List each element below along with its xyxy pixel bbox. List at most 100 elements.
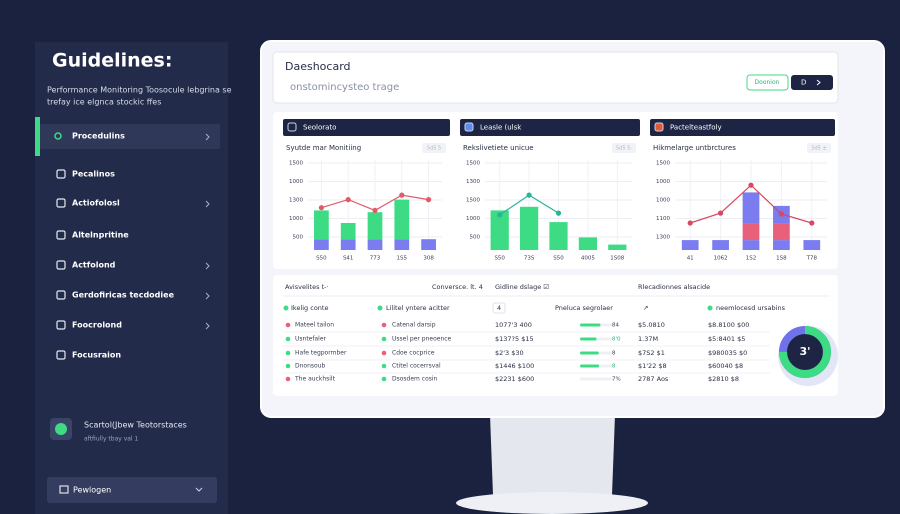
cell: 8'0	[612, 337, 621, 343]
column-header[interactable]: 4	[497, 304, 501, 312]
panel-badge	[422, 143, 446, 153]
column-box	[492, 302, 506, 314]
cell: Ctitel cocerrsval	[392, 363, 441, 370]
column-header[interactable]: Pneluca segrolaer	[555, 304, 613, 312]
x-label: T78	[806, 256, 818, 262]
line-point	[778, 211, 785, 217]
panel-tab[interactable]	[460, 119, 640, 136]
y-label: 1000	[656, 179, 670, 185]
panel-badge	[612, 143, 636, 153]
bar	[742, 240, 760, 250]
panel-badge-label: 5d5 ±	[811, 146, 826, 152]
y-label: 1500	[466, 161, 480, 167]
x-label: S41	[343, 256, 354, 262]
nav-item[interactable]: Gerdofiricas tecdodiee	[72, 291, 175, 300]
monitor-base	[456, 492, 648, 514]
panel-tab-label[interactable]: Leasle (ulsk	[480, 124, 522, 132]
nav-item[interactable]: Pecalinos	[72, 170, 115, 179]
header-button-label[interactable]: Doonion	[755, 79, 780, 86]
header-button[interactable]	[746, 74, 789, 91]
bar	[681, 240, 699, 250]
column-header[interactable]: ↗	[643, 304, 648, 312]
bar	[314, 210, 329, 240]
x-label: 73S	[524, 256, 535, 262]
bar	[394, 199, 410, 240]
section-title: Gidline dslage ☑	[495, 283, 549, 291]
status-dot	[285, 322, 291, 328]
cell: 8	[612, 351, 616, 357]
cell: $1446 $100	[495, 362, 534, 370]
nav-item[interactable]: Altelnpritine	[72, 231, 129, 240]
panel-title: Syutde mar Monitiing	[286, 144, 361, 152]
footer-icon	[59, 485, 69, 494]
item-icon	[56, 230, 66, 240]
item-icon	[56, 169, 66, 179]
cell: $60040 $8	[708, 362, 743, 370]
line-point	[497, 212, 503, 218]
panel-title: Rekslivetiete unicue	[463, 144, 534, 152]
y-label: 1300	[289, 198, 303, 204]
y-label: 500	[293, 235, 304, 241]
nav-item[interactable]: Foocrolond	[72, 321, 122, 330]
header-button-label[interactable]: D	[801, 79, 806, 87]
panel-tab-label[interactable]: Pactelteastfoly	[670, 124, 722, 132]
cell: $2810 $8	[708, 375, 739, 383]
status-dot	[707, 305, 713, 311]
status-dot	[285, 376, 291, 382]
header-subtitle: onstomincysteo trage	[290, 82, 399, 93]
column-header[interactable]: Ikelig conte	[291, 304, 328, 312]
progress-bar	[580, 364, 600, 368]
cell: $5.0810	[638, 321, 665, 329]
bar	[421, 239, 436, 250]
footer-button[interactable]	[47, 477, 217, 503]
header-card	[272, 51, 839, 104]
status-dot	[377, 305, 383, 311]
nav-item[interactable]: Actiofolosl	[72, 199, 120, 208]
bar	[712, 240, 729, 250]
bar	[367, 239, 383, 250]
line-point	[809, 220, 815, 226]
x-label: S50	[494, 256, 505, 262]
footer-button-label[interactable]: Pewlogen	[73, 486, 111, 495]
panel-tab[interactable]	[283, 119, 450, 136]
status-dot	[381, 363, 387, 369]
x-label: 1S8	[776, 256, 787, 262]
line-point	[526, 192, 532, 198]
sidebar-subtitle: trefay ice elgnca stockic ffes	[47, 98, 161, 107]
chevron	[205, 133, 210, 141]
column-header[interactable]: Lilitel yntere acitter	[386, 304, 450, 312]
active-item[interactable]	[40, 124, 220, 149]
header-button[interactable]	[791, 75, 833, 90]
card-icon-glyph	[55, 423, 67, 435]
y-label: 1500	[289, 161, 303, 167]
x-label: 308	[423, 256, 434, 262]
cell: $7S2 $1	[638, 349, 665, 357]
cell: Cdoe cocprice	[392, 350, 435, 357]
bar	[742, 192, 760, 224]
panel-tab[interactable]	[650, 119, 835, 136]
header-title: Daeshocard	[285, 60, 351, 73]
column-header[interactable]: neemlocesd ursabins	[716, 304, 786, 312]
item-icon	[56, 290, 66, 300]
cell: Catenal darsip	[392, 322, 436, 329]
nav-item[interactable]: Procedulins	[72, 132, 125, 141]
nav-item[interactable]: Focusraion	[72, 351, 121, 360]
y-label: 1500	[656, 161, 670, 167]
chevron	[205, 292, 210, 300]
panel-badge	[807, 143, 831, 153]
table-card	[273, 275, 838, 396]
nav-item[interactable]: Actfolond	[72, 261, 116, 270]
bar	[742, 223, 760, 241]
cell: $5:8401 $5	[708, 335, 745, 343]
tab-icon	[287, 122, 297, 132]
progress-bar	[580, 323, 601, 327]
sidebar-title: Guidelines:	[52, 50, 172, 72]
y-label: 1100	[656, 216, 670, 222]
status-dot	[381, 376, 387, 382]
cell: The auckhsilt	[294, 376, 336, 383]
cell: 7%	[612, 377, 621, 383]
panel-tab-label[interactable]: Seolorato	[303, 124, 336, 132]
x-label: 41	[687, 256, 694, 262]
chevron	[205, 200, 210, 208]
